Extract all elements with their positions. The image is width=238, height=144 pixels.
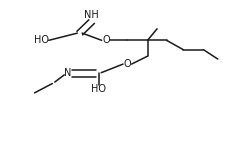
Text: O: O [102, 35, 110, 45]
Text: HO: HO [91, 84, 106, 94]
Text: HO: HO [34, 35, 49, 45]
Text: N: N [64, 68, 71, 78]
Text: NH: NH [84, 10, 99, 20]
Text: O: O [124, 59, 131, 69]
